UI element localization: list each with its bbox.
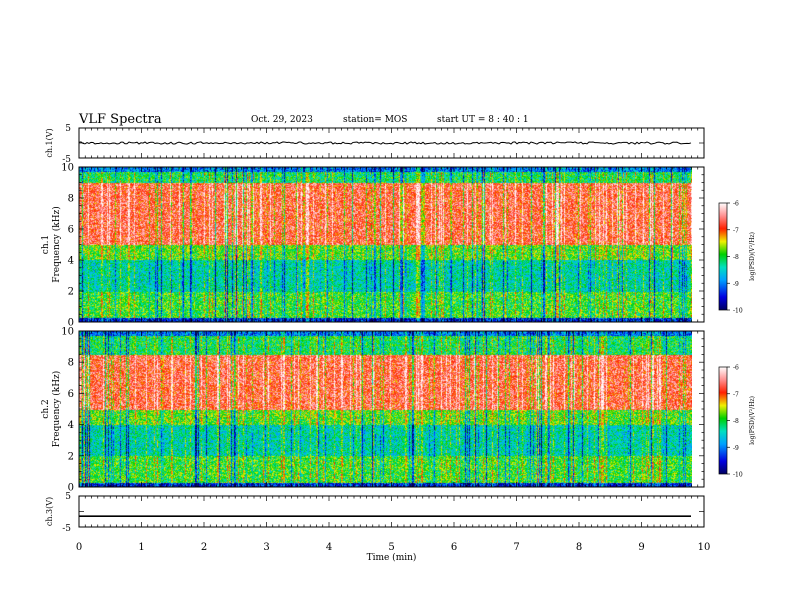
colorbar-tick-label: -8 [733,254,739,261]
y-axis-label: ch.1(V) [45,128,54,157]
y-tick-label: 6 [68,389,74,400]
y-tick-label: 8 [68,194,74,205]
y-axis-label: Frequency (kHz) [51,206,62,283]
y-tick-label: 4 [68,420,74,431]
x-tick-label: 3 [263,542,269,553]
colorbar-ch1 [718,202,728,311]
y-tick-label: 2 [68,287,74,298]
colorbar-tick-label: -9 [733,445,739,452]
colorbar-tick-label: -9 [733,281,739,288]
x-tick-label: 10 [698,542,711,553]
y-tick-label: 0 [68,483,74,494]
x-axis-label: Time (min) [367,552,417,563]
colorbar-label: log(PSD)(V²/Hz) [749,396,756,445]
spectrogram-image-ch2 [79,331,692,487]
y-axis-label: ch.2 [41,399,51,418]
spectrogram-image-ch1 [79,167,692,322]
colorbar-tick-label: -6 [733,365,739,372]
x-tick-label: 2 [201,542,207,553]
station-label: station= MOS [343,115,408,125]
y-tick-label: 10 [61,327,74,338]
x-tick-label: 8 [576,542,582,553]
x-tick-label: 9 [638,542,644,553]
y-axis-label: ch.1 [41,235,51,254]
y-tick-label: 5 [65,124,71,134]
start-time-label: start UT = 8 : 40 : 1 [437,115,529,125]
colorbar-tick-label: -8 [733,418,739,425]
y-tick-label: 4 [68,256,74,267]
x-tick-label: 6 [451,542,457,553]
colorbar-ch2 [718,366,728,475]
x-tick-label: 0 [76,542,82,553]
colorbar-tick-label: -10 [733,472,743,479]
colorbar-tick-label: -7 [733,391,739,398]
figure-title: VLF Spectra [79,112,162,127]
y-axis-label: ch.3(V) [45,497,54,526]
y-tick-label: 2 [68,451,74,462]
y-tick-label: 10 [61,163,74,174]
colorbar-tick-label: -7 [733,227,739,234]
y-tick-label: -5 [62,155,71,165]
colorbar-label: log(PSD)(V²/Hz) [749,232,756,281]
y-tick-label: -5 [62,524,71,534]
x-tick-label: 1 [138,542,144,553]
x-tick-label: 7 [513,542,519,553]
y-tick-label: 0 [68,318,74,329]
y-axis-label: Frequency (kHz) [51,371,62,448]
ch1-voltage-trace [78,141,692,145]
y-tick-label: 5 [65,492,71,502]
colorbar-tick-label: -10 [733,308,743,315]
y-tick-label: 6 [68,225,74,236]
x-tick-label: 5 [388,542,394,553]
y-tick-label: 8 [68,358,74,369]
x-tick-label: 4 [326,542,332,553]
date-label: Oct. 29, 2023 [251,115,313,125]
colorbar-tick-label: -6 [733,201,739,208]
